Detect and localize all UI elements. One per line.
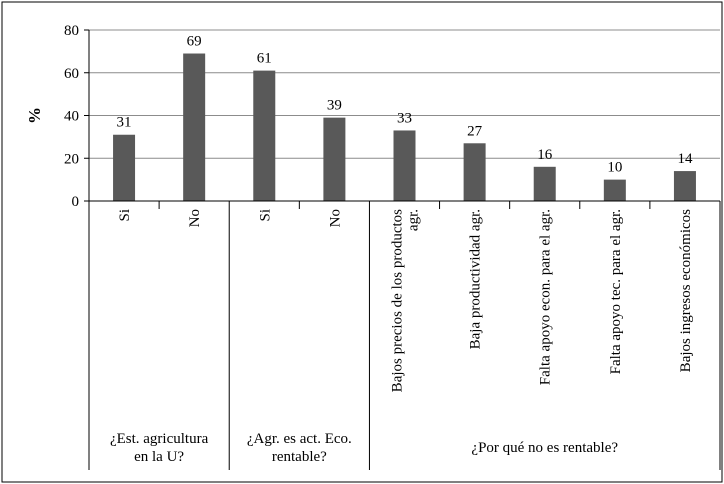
data-label: 14 — [677, 151, 693, 167]
x-axis: Si No Si No Bajos precios de los productosag… — [88, 200, 721, 470]
bar — [603, 179, 626, 201]
y-tick-label: 80 — [64, 23, 79, 39]
y-axis: 0 20 40 60 80 — [64, 23, 90, 210]
group-label: ¿Agr. es act. Eco. rentable? — [247, 431, 352, 465]
bar — [463, 143, 486, 201]
bar — [113, 134, 136, 201]
bar — [323, 117, 346, 201]
data-label: 10 — [607, 160, 622, 176]
bar — [393, 130, 416, 201]
x-tick-label: Bajos precios de los productosagr. — [390, 209, 422, 392]
y-tick-label: 0 — [72, 194, 80, 210]
x-tick-label: Si — [117, 209, 133, 222]
y-tick-label: 20 — [64, 151, 79, 167]
x-tick-label: Bajos ingresos económicos — [678, 209, 694, 372]
data-label: 16 — [537, 147, 553, 163]
data-label: 27 — [467, 123, 483, 139]
x-tick-label: No — [327, 209, 343, 227]
bar — [253, 70, 276, 201]
category-groups: ¿Est. agricultura en la U? ¿Agr. es act. E… — [110, 431, 618, 465]
data-labels: 31 69 61 39 33 27 16 10 14 — [117, 34, 693, 176]
bar — [183, 53, 206, 202]
bar — [533, 166, 556, 201]
x-tick-label: Falta apoyo econ. para el agr. — [538, 209, 554, 385]
data-label: 61 — [257, 51, 272, 67]
y-tick-label: 40 — [64, 109, 79, 125]
x-tick-label: Baja productividad agr. — [468, 209, 484, 349]
data-label: 31 — [117, 115, 132, 131]
group-label: ¿Est. agricultura en la U? — [110, 431, 209, 465]
bars — [113, 53, 696, 202]
data-label: 69 — [187, 34, 202, 50]
group-label: ¿Por qué no es rentable? — [471, 440, 618, 456]
data-label: 33 — [397, 110, 412, 126]
x-tick-label: Falta apoyo tec. para el agr. — [608, 209, 624, 374]
y-tick-label: 60 — [64, 66, 79, 82]
bar — [673, 171, 696, 201]
y-axis-label: % — [25, 107, 44, 124]
x-tick-label: Si — [257, 209, 273, 222]
data-label: 39 — [327, 98, 342, 114]
x-tick-label: No — [187, 209, 203, 227]
